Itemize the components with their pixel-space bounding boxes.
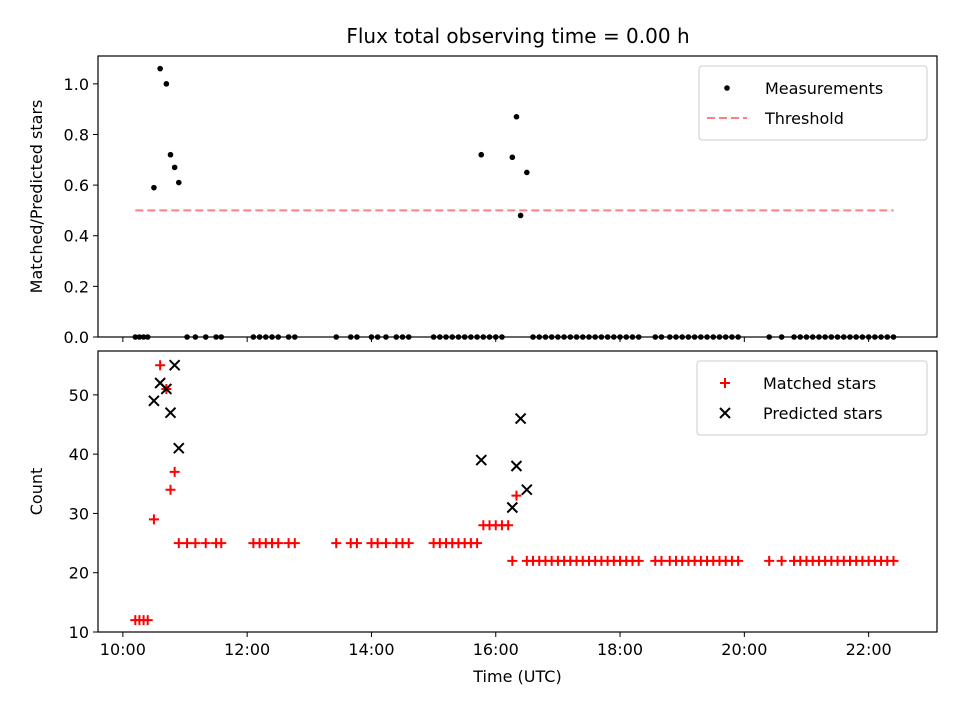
measurement-point bbox=[478, 151, 485, 158]
y-tick-label: 30 bbox=[69, 504, 89, 523]
matched-star-point bbox=[776, 555, 787, 566]
matched-star-point bbox=[472, 538, 483, 549]
y-tick-label: 0.8 bbox=[64, 125, 89, 144]
matched-star-point bbox=[200, 538, 211, 549]
matched-star-point bbox=[331, 538, 342, 549]
legend-marker-plus bbox=[720, 378, 730, 388]
matched-star-point bbox=[148, 514, 159, 525]
predicted-star-point bbox=[173, 442, 185, 454]
legend: Measurements Threshold bbox=[698, 65, 928, 141]
y-tick-label: 0.4 bbox=[64, 227, 89, 246]
axes-frame bbox=[97, 55, 938, 338]
matched-star-point bbox=[216, 538, 227, 549]
legend-label: Threshold bbox=[764, 109, 844, 128]
x-tick-label: 22:00 bbox=[846, 640, 892, 659]
y-tick-label: 0.2 bbox=[64, 277, 89, 296]
x-tick-label: 18:00 bbox=[597, 640, 643, 659]
matched-star-point bbox=[764, 555, 775, 566]
predicted-star-point bbox=[506, 501, 519, 514]
matched-star-point bbox=[289, 538, 300, 549]
series-matched-stars bbox=[130, 360, 899, 626]
predicted-star-point bbox=[160, 383, 173, 395]
legend-marker-dot bbox=[724, 85, 730, 91]
legend-label: Predicted stars bbox=[763, 404, 883, 423]
matched-star-point bbox=[403, 538, 414, 549]
x-tick-label: 14:00 bbox=[348, 640, 394, 659]
predicted-star-point bbox=[164, 406, 177, 419]
predicted-star-point bbox=[521, 484, 533, 496]
chart-title: Flux total observing time = 0.00 h bbox=[346, 24, 689, 48]
x-tick-label: 16:00 bbox=[473, 640, 519, 659]
y-axis-label: Count bbox=[27, 468, 46, 516]
matched-star-point bbox=[888, 555, 899, 566]
measurement-point bbox=[517, 212, 524, 219]
predicted-star-point bbox=[475, 454, 487, 466]
legend-box bbox=[698, 65, 928, 141]
legend-label: Matched stars bbox=[763, 374, 876, 393]
measurement-point bbox=[171, 164, 178, 171]
matched-star-point bbox=[633, 555, 644, 566]
y-tick-label: 40 bbox=[69, 445, 89, 464]
legend: Matched stars Predicted stars bbox=[696, 360, 928, 436]
legend-label: Measurements bbox=[765, 79, 883, 98]
matched-star-point bbox=[380, 538, 391, 549]
matched-star-point bbox=[511, 490, 522, 501]
measurement-point bbox=[167, 151, 174, 158]
measurement-point bbox=[513, 113, 520, 120]
matched-star-point bbox=[503, 520, 514, 531]
matched-star-point bbox=[169, 466, 180, 477]
y-tick-label: 10 bbox=[69, 623, 89, 642]
y-tick-label: 20 bbox=[69, 564, 89, 583]
matched-star-point bbox=[507, 555, 518, 566]
predicted-star-point bbox=[514, 412, 527, 425]
matched-star-point bbox=[273, 538, 284, 549]
x-axis-label: Time (UTC) bbox=[472, 667, 561, 686]
bottom-panel: 10:00 12:00 14:00 16:00 18:00 20:00 22:00 10 20 3… bbox=[27, 350, 938, 686]
x-tick-label: 12:00 bbox=[224, 640, 270, 659]
legend-marker-x bbox=[719, 407, 731, 419]
measurement-point bbox=[524, 169, 530, 176]
matched-star-point bbox=[733, 555, 744, 566]
measurement-point bbox=[175, 179, 182, 186]
matched-star-point bbox=[155, 360, 166, 371]
top-panel: 0.0 0.2 0.4 0.6 0.8 1.0 Matched/Predicted star… bbox=[27, 55, 938, 347]
matched-star-point bbox=[165, 484, 176, 495]
measurement-point bbox=[509, 154, 516, 161]
x-tick-label: 20:00 bbox=[721, 640, 767, 659]
axes-frame bbox=[97, 350, 938, 633]
legend-box bbox=[696, 360, 928, 436]
matched-star-point bbox=[142, 615, 153, 626]
predicted-star-point bbox=[148, 395, 160, 407]
matched-star-point bbox=[190, 538, 201, 549]
y-tick-label: 1.0 bbox=[64, 75, 89, 94]
measurement-point bbox=[163, 81, 170, 87]
y-axis-label: Matched/Predicted stars bbox=[27, 100, 46, 294]
matched-star-point bbox=[351, 538, 362, 549]
predicted-star-point bbox=[168, 359, 181, 371]
series-predicted-stars bbox=[148, 359, 533, 514]
measurement-point bbox=[157, 65, 163, 72]
plot-area bbox=[130, 359, 899, 626]
y-tick-label: 0.6 bbox=[64, 176, 89, 195]
predicted-star-point bbox=[510, 460, 523, 472]
x-tick-label: 10:00 bbox=[100, 640, 146, 659]
measurement-point bbox=[151, 184, 157, 191]
y-tick-label: 0.0 bbox=[64, 328, 89, 347]
y-tick-label: 50 bbox=[69, 386, 89, 405]
